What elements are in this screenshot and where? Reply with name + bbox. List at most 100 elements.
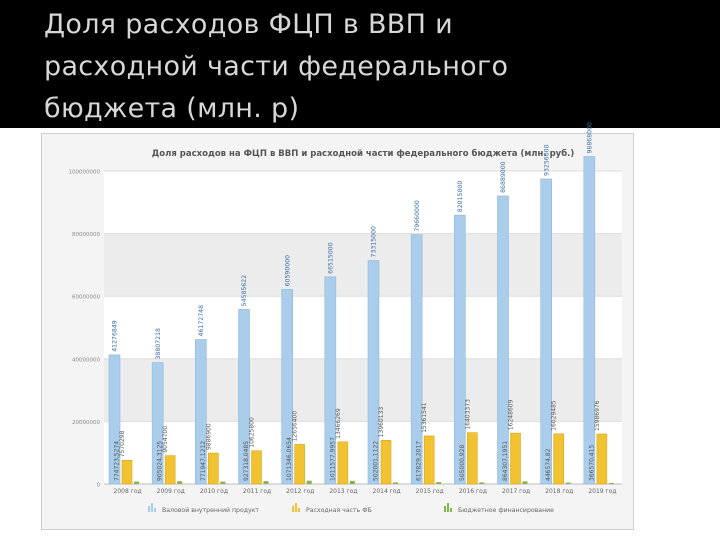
bar-budget-expenditure — [208, 452, 219, 485]
bar-gdp-value-label: 86889000 — [500, 161, 507, 193]
bar-budget-expenditure — [467, 432, 478, 485]
bar-gdp-value-label: 93256000 — [543, 144, 550, 176]
bar-budget-expenditure-value-label: 7570298 — [119, 430, 126, 457]
bar-gdp-value-label: 79660000 — [414, 200, 421, 232]
bar-gdp-value-label: 98868000 — [587, 122, 594, 154]
bar-gdp-value-label: 60590000 — [284, 255, 291, 287]
bar-budget-expenditure-value-label: 10625800 — [249, 417, 256, 448]
bar-budget-expenditure — [423, 435, 435, 485]
bar-budget-expenditure-value-label: 16248609 — [508, 399, 515, 430]
bar-program-financing-value-label: 864307,1951 — [502, 441, 509, 481]
x-tick-label: 2009 год — [157, 488, 185, 495]
bar-gdp — [497, 195, 509, 485]
bar-budget-expenditure — [251, 450, 262, 485]
bar-budget-expenditure — [380, 440, 392, 485]
bar-gdp — [367, 260, 380, 485]
legend-swatch — [447, 503, 449, 512]
bar-gdp — [238, 309, 250, 485]
bar-program-financing-value-label: 366570,415 — [588, 445, 595, 481]
bar-program-financing — [522, 481, 528, 484]
bar-budget-expenditure-value-label: 15361541 — [421, 402, 428, 433]
bar-budget-expenditure-value-label: 12656400 — [292, 411, 299, 442]
x-tick-label: 2019 год — [588, 488, 616, 495]
bar-program-financing — [306, 480, 312, 484]
slide-title-line-2: расходной части федерального — [44, 51, 509, 82]
chart-title: Доля расходов на ФЦП в ВВП и расходной ч… — [152, 148, 575, 159]
legend-swatch — [295, 503, 297, 512]
bar-program-financing-value-label: 1011577,9957 — [329, 437, 336, 481]
bar-program-financing — [436, 482, 442, 484]
x-tick-label: 2010 год — [200, 488, 228, 495]
x-tick-label: 2017 год — [502, 488, 530, 495]
legend-label: Бюджетное финансирование — [458, 507, 554, 514]
bar-budget-expenditure-value-label: 16029485 — [551, 400, 558, 431]
title-band: Доля расходов ФЦП в ВВП и расходной части… — [0, 0, 720, 128]
x-tick-label: 2011 год — [243, 488, 271, 495]
legend-swatch — [292, 506, 294, 512]
bar-gdp — [195, 339, 207, 485]
bar-budget-expenditure — [553, 433, 564, 485]
bar-budget-expenditure — [596, 433, 608, 485]
grid-band — [104, 233, 622, 297]
bar-gdp — [583, 156, 596, 485]
bar-program-financing-value-label: 774723,5274 — [114, 441, 121, 481]
legend-swatch — [444, 506, 446, 512]
y-tick-label: 100000000 — [69, 170, 101, 176]
bar-program-financing-value-label: 927318,0485 — [243, 441, 250, 481]
bar-program-financing — [177, 481, 183, 484]
y-tick-label: 0 — [97, 483, 101, 489]
bar-gdp — [108, 354, 121, 485]
bar-budget-expenditure-value-label: 9054700 — [162, 426, 169, 453]
bar-program-financing — [349, 480, 355, 484]
bar-gdp-value-label: 66515000 — [328, 242, 335, 274]
legend-swatch — [148, 506, 150, 512]
y-tick-label: 60000000 — [72, 295, 100, 301]
y-tick-label: 80000000 — [72, 232, 100, 238]
bar-program-financing — [134, 481, 139, 484]
legend-swatch — [298, 508, 300, 512]
bar-gdp — [410, 234, 423, 485]
bar-budget-expenditure-value-label: 13960133 — [378, 407, 385, 438]
bar-gdp — [281, 289, 293, 485]
bar-program-financing — [565, 482, 571, 484]
plot-area — [104, 171, 622, 484]
x-tick-label: 2014 год — [373, 488, 401, 495]
bar-gdp-value-label: 46172748 — [198, 305, 205, 337]
legend-label: Валовой внутренний продукт — [162, 506, 259, 514]
bar-program-financing — [479, 482, 485, 484]
legend-swatch — [450, 508, 452, 512]
grid-band — [104, 358, 622, 422]
bar-budget-expenditure — [294, 444, 305, 485]
x-tick-label: 2015 год — [416, 488, 444, 495]
slide-title-line-3: бюджета (млн. р) — [44, 93, 300, 124]
bar-program-financing-value-label: 502001,1122 — [373, 441, 380, 481]
x-tick-label: 2008 год — [114, 488, 142, 495]
legend-swatch — [151, 503, 153, 512]
bar-budget-expenditure — [164, 455, 176, 485]
x-tick-label: 2013 год — [329, 488, 357, 495]
bar-program-financing-value-label: 446574,82 — [545, 448, 552, 481]
bar-gdp-value-label: 73315000 — [371, 226, 378, 258]
x-tick-label: 2016 год — [459, 488, 487, 495]
y-tick-label: 20000000 — [72, 420, 100, 426]
bar-program-financing — [393, 482, 398, 484]
bar-gdp — [540, 178, 552, 485]
bar-program-financing — [220, 481, 226, 484]
slide-title: Доля расходов ФЦП в ВВП и расходной части… — [44, 4, 684, 130]
bar-program-financing-value-label: 1071346,0654 — [286, 437, 293, 481]
slide-title-line-1: Доля расходов ФЦП в ВВП и — [44, 9, 453, 40]
bar-gdp-value-label: 82015000 — [457, 181, 464, 213]
bar-budget-expenditure-value-label: 16403373 — [464, 399, 471, 430]
bar-gdp — [151, 362, 164, 485]
bar-gdp-value-label: 38807218 — [155, 328, 162, 360]
legend-swatch — [154, 508, 156, 512]
legend-label: Расходная часть ФБ — [306, 507, 372, 514]
bar-program-financing-value-label: 505000,928 — [459, 445, 466, 481]
bar-gdp — [324, 276, 337, 485]
bar-gdp — [454, 214, 466, 485]
y-tick-label: 40000000 — [72, 357, 100, 363]
bar-program-financing-value-label: 771947,1212 — [200, 441, 207, 481]
bar-program-financing — [263, 481, 269, 484]
bar-gdp-value-label: 54585622 — [241, 275, 248, 307]
